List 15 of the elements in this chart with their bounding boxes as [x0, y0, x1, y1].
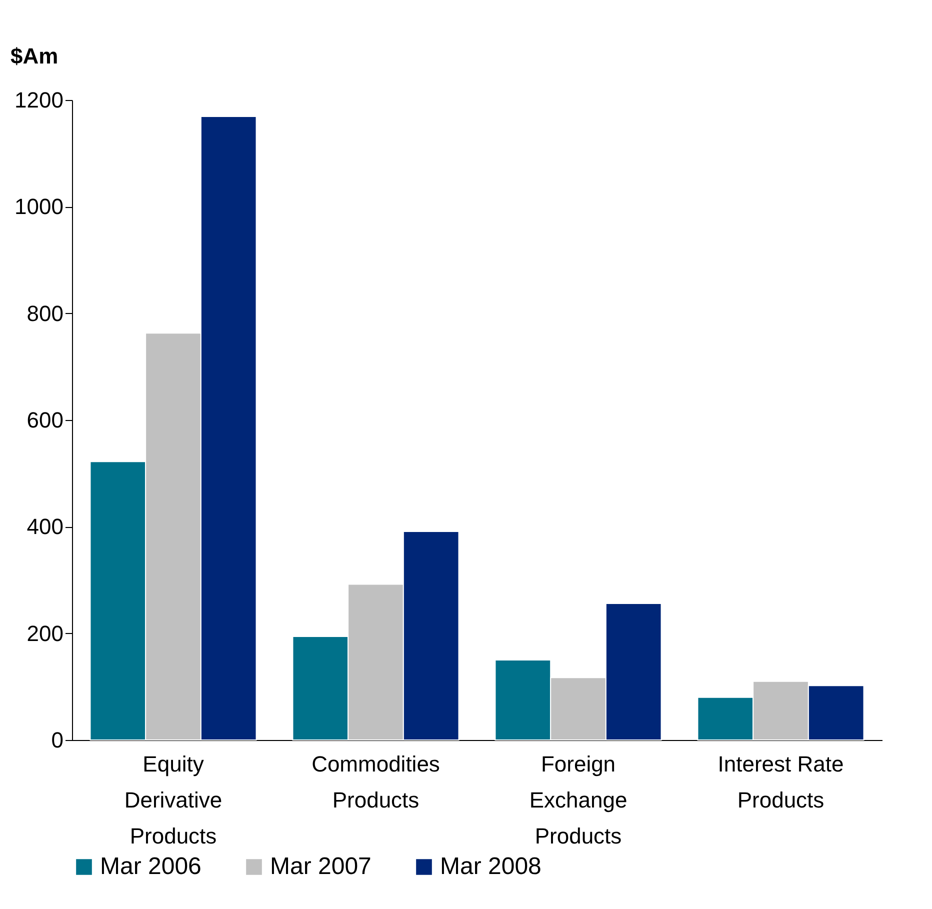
y-tick-label: 1000 — [14, 194, 64, 220]
legend-label: Mar 2007 — [270, 853, 372, 880]
y-tick-label: 800 — [26, 300, 64, 326]
y-tick-label: 600 — [26, 408, 64, 432]
y-tick-label: 1200 — [14, 88, 64, 112]
x-tick-label: Foreign Exchange Products — [529, 752, 628, 848]
x-tick-label: Equity Derivative Products — [124, 752, 222, 848]
legend-label: Mar 2006 — [100, 853, 202, 880]
y-tick-label: 0 — [51, 728, 64, 752]
y-axis-title: $Am — [10, 44, 58, 68]
y-tick-label: 400 — [26, 514, 64, 540]
x-tick-label: Interest Rate Products — [718, 752, 844, 812]
y-tick-label: 200 — [26, 620, 64, 646]
x-tick-label: Commodities Products — [312, 752, 440, 812]
legend-label: Mar 2008 — [440, 853, 542, 880]
